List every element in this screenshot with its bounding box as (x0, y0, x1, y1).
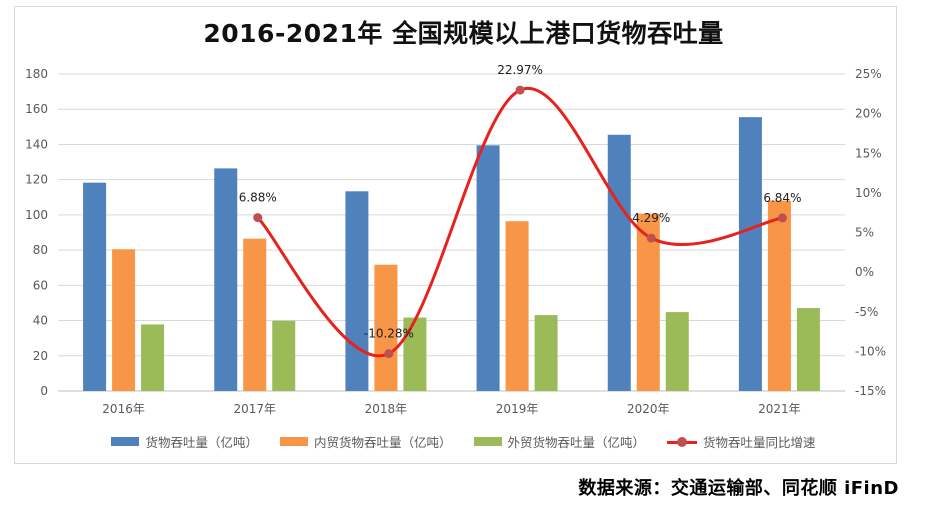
y2-tick-label: 0% (855, 265, 874, 279)
y-tick-label: 180 (25, 67, 48, 81)
bar-domestic (374, 264, 398, 391)
bar-domestic (505, 221, 529, 391)
legend-label-growth: 货物吞吐量同比增速 (703, 435, 816, 450)
bar-foreign (796, 308, 820, 391)
y-tick-label: 140 (25, 137, 48, 151)
legend-label-foreign: 外贸货物吞吐量（亿吨） (507, 435, 646, 450)
y-tick-label: 0 (40, 384, 48, 398)
x-tick-label: 2021年 (758, 402, 801, 416)
growth-data-label: 6.88% (239, 191, 277, 205)
bar-total (345, 191, 369, 391)
growth-data-label: 6.84% (763, 191, 801, 205)
source-note: 数据来源：交通运输部、同花顺 iFinD (578, 478, 899, 499)
bar-total (476, 145, 500, 391)
chart-legend: 货物吞吐量（亿吨） 内贸货物吞吐量（亿吨） 外贸货物吞吐量（亿吨） 货物吞吐量同… (0, 432, 927, 451)
growth-data-label: 4.29% (632, 211, 670, 225)
chart-title: 2016-2021年 全国规模以上港口货物吞吐量 (203, 19, 724, 48)
legend-item-domestic: 内贸货物吞吐量（亿吨） (279, 432, 452, 451)
legend-item-foreign: 外贸货物吞吐量（亿吨） (473, 432, 646, 451)
x-tick-label: 2016年 (102, 402, 145, 416)
legend-swatch-growth (667, 436, 698, 448)
bar-foreign (534, 315, 558, 391)
growth-point (253, 213, 263, 223)
x-tick-label: 2017年 (233, 402, 276, 416)
growth-line (256, 86, 783, 358)
growth-point (384, 349, 394, 359)
growth-point (646, 233, 656, 243)
y2-tick-label: 15% (855, 146, 882, 160)
bar-domestic (112, 249, 136, 391)
y-tick-label: 120 (25, 173, 48, 187)
bar-total (83, 182, 107, 391)
bar-domestic (767, 200, 791, 391)
bar-domestic (243, 238, 267, 391)
y2-tick-label: 20% (855, 107, 882, 121)
y2-tick-label: 5% (855, 226, 874, 240)
legend-item-total: 货物吞吐量（亿吨） (111, 432, 258, 451)
bar-foreign (272, 320, 296, 391)
y-tick-label: 20 (33, 349, 48, 363)
y-tick-label: 80 (33, 243, 48, 257)
bar-foreign (403, 317, 427, 391)
y-tick-label: 100 (25, 208, 48, 222)
legend-item-growth: 货物吞吐量同比增速 (667, 432, 816, 451)
y2-tick-label: 25% (855, 67, 882, 81)
bar-total (738, 117, 762, 392)
bar-foreign (141, 324, 165, 391)
growth-point (777, 213, 787, 223)
bar-total (214, 168, 238, 391)
x-tick-label: 2019年 (496, 402, 539, 416)
y-tick-label: 40 (33, 314, 48, 328)
legend-label-total: 货物吞吐量（亿吨） (145, 435, 258, 450)
bar-domestic (636, 213, 660, 391)
y2-tick-label: -15% (855, 384, 886, 398)
legend-swatch-domestic (279, 437, 308, 446)
growth-point (515, 85, 525, 95)
y-tick-label: 60 (33, 278, 48, 292)
y-tick-label: 160 (25, 102, 48, 116)
bar-foreign (665, 312, 689, 391)
growth-data-label: 22.97% (497, 63, 543, 77)
y2-tick-label: -5% (855, 305, 878, 319)
growth-data-label: -10.28% (364, 327, 414, 341)
y2-tick-label: -10% (855, 344, 886, 358)
bar-total (607, 134, 631, 391)
x-tick-label: 2020年 (627, 402, 670, 416)
y2-tick-label: 10% (855, 186, 882, 200)
x-tick-label: 2018年 (365, 402, 408, 416)
legend-label-domestic: 内贸货物吞吐量（亿吨） (313, 435, 452, 450)
legend-swatch-total (111, 437, 140, 446)
legend-swatch-foreign (473, 437, 502, 446)
